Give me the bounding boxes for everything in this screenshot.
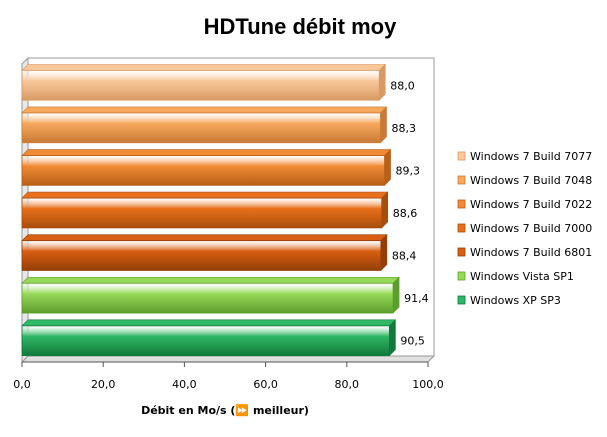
- legend-swatch: [457, 223, 466, 233]
- x-tick-labels: 0,0 20,0 40,0 60,0 80,0 100,0: [13, 378, 444, 391]
- bars: 88,0 88,3 89,3 88,6 88,4 91,4 90,5: [21, 63, 429, 357]
- legend-label: Windows 7 Build 7048: [470, 174, 592, 187]
- bar-value-label: 89,3: [396, 164, 421, 177]
- bar-top-face: [21, 191, 389, 199]
- bar: [21, 112, 381, 144]
- legend-swatch: [457, 295, 466, 305]
- legend-label: Windows 7 Build 7022: [470, 198, 592, 211]
- legend-label: Windows 7 Build 7077: [470, 150, 592, 163]
- x-tick-label: 100,0: [412, 378, 444, 391]
- bar-end-face: [378, 63, 386, 101]
- bar-top-face: [21, 106, 388, 114]
- chart-title: HDTune débit moy: [204, 14, 397, 39]
- legend-swatch: [457, 199, 466, 209]
- bar-value-label: 88,0: [390, 79, 415, 92]
- bar-top-face: [21, 276, 400, 284]
- legend: Windows 7 Build 7077 Windows 7 Build 7048…: [457, 150, 592, 307]
- bar: [21, 155, 385, 186]
- bar-end-face: [380, 233, 388, 272]
- x-tick-label: 40,0: [172, 378, 197, 391]
- legend-label: Windows Vista SP1: [470, 270, 574, 283]
- bar-value-label: 90,5: [400, 335, 425, 348]
- bar-value-label: 88,6: [393, 207, 418, 220]
- bar-value-label: 88,3: [391, 122, 416, 135]
- x-tick-label: 80,0: [335, 378, 360, 391]
- bar-value-label: 91,4: [404, 292, 429, 305]
- x-tick-label: 60,0: [253, 378, 278, 391]
- x-tick-label: 0,0: [13, 378, 31, 391]
- legend-swatch: [457, 175, 466, 185]
- x-tick-label: 20,0: [91, 378, 116, 391]
- bar-top-face: [21, 319, 397, 327]
- bar-top-face: [21, 149, 392, 156]
- bar-top-face: [21, 64, 387, 71]
- bar-end-face: [381, 191, 389, 229]
- legend-swatch: [457, 271, 466, 281]
- bar-top-face: [21, 234, 388, 241]
- legend-swatch: [457, 151, 466, 161]
- bar: [21, 69, 380, 101]
- legend-label: Windows 7 Build 6801: [470, 246, 592, 259]
- bar: [21, 240, 382, 271]
- bar-end-face: [380, 106, 387, 144]
- bar-end-face: [392, 276, 400, 314]
- plot-floor: [20, 355, 436, 363]
- bar: [21, 282, 394, 314]
- x-axis-title: Débit en Mo/s (⏩ meilleur): [141, 404, 309, 417]
- bar: [21, 197, 383, 229]
- legend-label: Windows 7 Build 7000: [470, 222, 592, 235]
- bar-end-face: [389, 319, 396, 357]
- bar-value-label: 88,4: [392, 250, 417, 263]
- legend-swatch: [457, 247, 466, 257]
- legend-label: Windows XP SP3: [470, 294, 561, 307]
- bar: [21, 325, 390, 357]
- bar-end-face: [384, 148, 391, 187]
